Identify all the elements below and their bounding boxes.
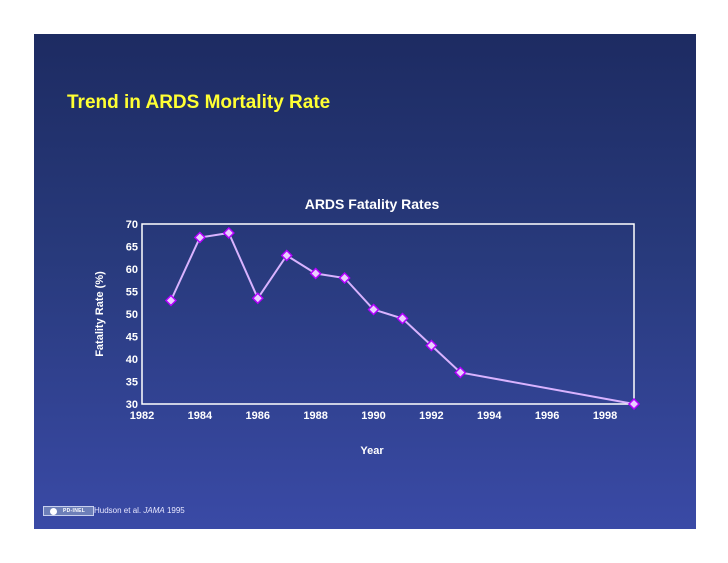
data-points bbox=[164, 226, 641, 411]
data-point-marker bbox=[164, 294, 178, 307]
publisher-logo: PD-INEL bbox=[43, 506, 94, 516]
data-point-marker bbox=[425, 339, 438, 352]
y-tick-label: 70 bbox=[126, 219, 138, 231]
y-tick-label: 60 bbox=[126, 264, 138, 276]
data-point-marker bbox=[251, 292, 264, 305]
y-tick-label: 45 bbox=[126, 332, 138, 344]
data-point-marker bbox=[627, 397, 641, 411]
y-tick-labels: 30 35 40 45 50 55 60 65 70 bbox=[126, 219, 138, 411]
citation-journal: JAMA bbox=[143, 506, 165, 515]
citation-year: 1995 bbox=[166, 506, 185, 515]
y-axis-label: Fatality Rate (%) bbox=[94, 271, 106, 357]
x-tick-label: 1986 bbox=[246, 410, 270, 422]
data-point-marker bbox=[280, 249, 293, 262]
slide: Trend in ARDS Mortality Rate ARDS Fatali… bbox=[34, 34, 696, 529]
x-axis-label: Year bbox=[360, 445, 384, 457]
chart: ARDS Fatality Rates Year Fatality Rate (… bbox=[94, 196, 641, 457]
y-tick-label: 35 bbox=[126, 377, 138, 389]
x-tick-label: 1996 bbox=[535, 410, 559, 422]
data-point-marker bbox=[338, 271, 351, 285]
y-tick-label: 30 bbox=[126, 399, 138, 411]
plot-frame bbox=[141, 223, 635, 405]
y-tick-label: 50 bbox=[126, 309, 138, 321]
y-tick-label: 65 bbox=[126, 242, 138, 254]
data-point-marker bbox=[222, 226, 235, 240]
x-tick-label: 1992 bbox=[419, 410, 443, 422]
x-tick-label: 1984 bbox=[188, 410, 213, 422]
x-tick-labels: 1982 1984 1986 1988 1990 1992 1994 1996 1998 bbox=[130, 410, 618, 422]
slide-title: Trend in ARDS Mortality Rate bbox=[67, 92, 331, 113]
data-point-marker bbox=[454, 366, 467, 379]
logo-text: PD-INEL bbox=[63, 508, 86, 514]
logo-disc-icon bbox=[50, 507, 57, 515]
data-point-marker bbox=[309, 267, 322, 280]
data-point-marker bbox=[396, 312, 409, 325]
data-point-marker bbox=[367, 303, 380, 316]
data-point-marker bbox=[193, 231, 206, 244]
x-tick-label: 1990 bbox=[361, 410, 385, 422]
x-tick-label: 1988 bbox=[303, 410, 327, 422]
y-tick-label: 40 bbox=[126, 354, 138, 366]
citation-authors: Hudson et al. bbox=[94, 506, 142, 515]
x-tick-label: 1994 bbox=[477, 410, 502, 422]
x-tick-label: 1998 bbox=[593, 410, 617, 422]
citation: Hudson et al. JAMA 1995 bbox=[94, 506, 185, 515]
y-tick-label: 55 bbox=[126, 287, 138, 299]
x-tick-label: 1982 bbox=[130, 410, 154, 422]
chart-title: ARDS Fatality Rates bbox=[305, 196, 440, 212]
